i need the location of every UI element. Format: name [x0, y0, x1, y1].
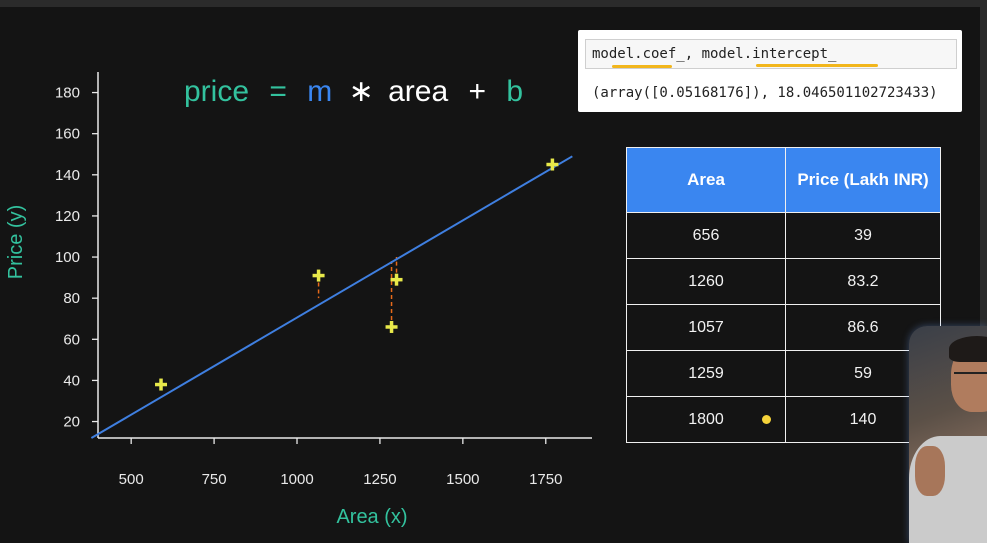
data-point [385, 320, 398, 333]
cell-area: 1057 [626, 304, 786, 351]
x-tick-label: 1750 [529, 471, 562, 488]
y-tick-label: 120 [55, 208, 80, 225]
eq-times: ∗ [349, 75, 374, 108]
eq-plus: + [468, 75, 486, 108]
code-input-cell[interactable]: model.coef_, model.intercept_ [585, 39, 957, 69]
y-tick-label: 160 [55, 126, 80, 143]
cell-area-text: 1800 [688, 410, 724, 428]
cell-price: 39 [785, 212, 941, 259]
y-tick-label: 80 [63, 290, 80, 307]
regression-line [90, 155, 573, 439]
x-ticks: 500 750 1000 1250 1500 1750 [119, 438, 562, 488]
cell-area: 656 [626, 212, 786, 259]
x-tick-label: 1500 [446, 471, 479, 488]
data-points [155, 158, 559, 391]
code-output: (array([0.05168176]), 18.046501102723433… [592, 85, 938, 101]
table-row: 1057 86.6 [626, 304, 941, 351]
right-strip [980, 0, 987, 543]
data-point [312, 269, 325, 282]
cell-area: 1260 [626, 258, 786, 305]
x-tick-label: 1000 [280, 471, 313, 488]
presenter-glasses [954, 372, 987, 374]
data-point [546, 158, 559, 171]
x-tick-label: 500 [119, 471, 144, 488]
eq-area: area [388, 75, 448, 108]
coef-underline [612, 65, 672, 68]
table-row: 1800 140 [626, 396, 941, 443]
equation: price = m ∗ area + b [184, 75, 523, 108]
code-snippet: model.coef_, model.intercept_ (array([0.… [578, 30, 962, 112]
y-tick-label: 20 [63, 414, 80, 431]
intercept-underline [756, 64, 878, 67]
header-price: Price (Lakh INR) [785, 147, 941, 213]
eq-price: price [184, 75, 249, 108]
eq-equals: = [269, 75, 287, 108]
data-point [390, 273, 403, 286]
x-axis-title: Area (x) [336, 506, 407, 528]
y-tick-label: 180 [55, 85, 80, 102]
presenter-hand [915, 446, 945, 496]
code-input: model.coef_, model.intercept_ [592, 46, 837, 62]
y-axis-title: Price (y) [5, 205, 27, 279]
eq-m: m [307, 75, 332, 108]
cell-area-last: 1800 [626, 396, 786, 443]
table-row: 1260 83.2 [626, 258, 941, 305]
data-point [155, 378, 168, 391]
header-area: Area [626, 147, 786, 213]
y-tick-label: 40 [63, 372, 80, 389]
x-tick-label: 1250 [363, 471, 396, 488]
pointer-dot [762, 415, 771, 424]
fit-line-group [90, 155, 573, 439]
residual-lines [317, 257, 398, 327]
cell-price: 83.2 [785, 258, 941, 305]
table-row: 1259 59 [626, 350, 941, 397]
scatter-plot: 20 40 60 80 100 120 140 160 180 500 750 1000 1250 15… [5, 72, 592, 528]
presenter-webcam [909, 326, 987, 543]
y-tick-label: 100 [55, 249, 80, 266]
x-tick-label: 750 [202, 471, 227, 488]
top-strip [0, 0, 987, 7]
axes [97, 72, 592, 439]
cell-area: 1259 [626, 350, 786, 397]
y-tick-label: 60 [63, 331, 80, 348]
presenter-hair [949, 336, 987, 362]
y-tick-label: 140 [55, 167, 80, 184]
y-ticks: 20 40 60 80 100 120 140 160 180 [55, 85, 98, 431]
data-table: Area Price (Lakh INR) 656 39 1260 83.2 1… [626, 147, 941, 443]
eq-b: b [506, 75, 523, 108]
table-row: 656 39 [626, 212, 941, 259]
table-header-row: Area Price (Lakh INR) [626, 147, 941, 213]
